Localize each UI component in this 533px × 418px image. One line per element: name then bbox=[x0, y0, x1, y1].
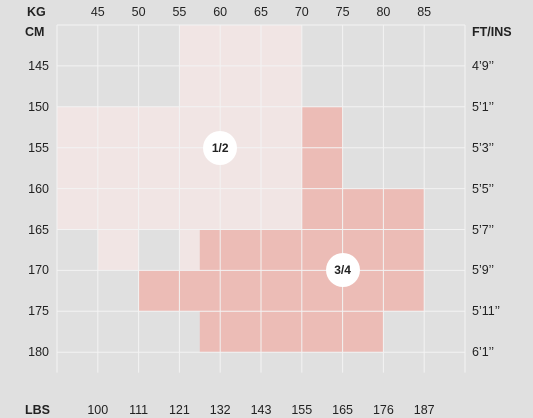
right-y-tick-label: 5’1’’ bbox=[472, 99, 495, 114]
top-x-tick-label: 60 bbox=[213, 5, 228, 19]
left-y-tick-label: 165 bbox=[28, 222, 49, 237]
bottom-x-tick-label: 165 bbox=[332, 403, 354, 417]
size-region-1-3 bbox=[97, 229, 139, 271]
gridlines bbox=[56, 24, 466, 373]
size-badge-2: 3/4 bbox=[325, 253, 360, 288]
bottom-x-tick-label: 143 bbox=[250, 403, 272, 417]
left-y-tick-label: 175 bbox=[28, 304, 49, 319]
right-y-tick-label: 5’7’’ bbox=[472, 222, 495, 237]
left-y-axis-title: CM bbox=[25, 25, 45, 39]
bottom-x-tick-label: 100 bbox=[87, 403, 109, 417]
top-x-tick-label: 50 bbox=[131, 5, 146, 19]
left-y-tick-label: 145 bbox=[28, 58, 49, 73]
right-y-tick-label: 5’3’’ bbox=[472, 140, 495, 155]
bottom-x-tick-label: 121 bbox=[168, 403, 190, 417]
top-x-tick-label: 80 bbox=[376, 5, 391, 19]
top-x-axis-title: KG bbox=[27, 5, 46, 19]
bottom-x-tick-label: 111 bbox=[129, 403, 149, 417]
left-y-tick-label: 155 bbox=[28, 140, 49, 155]
bottom-x-tick-label: 187 bbox=[413, 403, 435, 417]
left-y-tick-label: 150 bbox=[28, 99, 49, 114]
right-y-tick-label: 4’9’’ bbox=[472, 58, 495, 73]
right-y-tick-label: 5’9’’ bbox=[472, 263, 495, 278]
top-x-tick-label: 85 bbox=[417, 5, 432, 19]
size-region-2-5 bbox=[199, 311, 384, 353]
bottom-x-tick-label: 132 bbox=[209, 403, 231, 417]
size-region-1-4 bbox=[179, 229, 200, 271]
right-y-axis-title: FT/INS bbox=[472, 25, 512, 39]
size-region-2-4 bbox=[138, 270, 425, 312]
left-y-tick-label: 180 bbox=[28, 345, 49, 360]
bottom-x-axis-title: LBS bbox=[25, 403, 50, 417]
top-x-tick-label: 75 bbox=[335, 5, 350, 19]
right-y-tick-label: 5’5’’ bbox=[472, 181, 495, 196]
top-x-tick-label: 55 bbox=[172, 5, 187, 19]
size-region-2-2 bbox=[301, 188, 425, 230]
top-x-tick-label: 65 bbox=[254, 5, 268, 19]
left-y-tick-label: 160 bbox=[28, 181, 49, 196]
left-y-tick-label: 170 bbox=[28, 263, 49, 278]
size-badge-1: 1/2 bbox=[203, 130, 238, 165]
top-x-tick-label: 45 bbox=[90, 5, 105, 19]
bottom-x-tick-label: 155 bbox=[291, 403, 313, 417]
top-x-tick-label: 70 bbox=[294, 5, 309, 19]
size-region-2-3 bbox=[199, 229, 425, 271]
right-y-tick-label: 5’11’’ bbox=[472, 304, 501, 319]
bottom-x-tick-label: 176 bbox=[372, 403, 394, 417]
right-y-tick-label: 6’1’’ bbox=[472, 345, 495, 360]
